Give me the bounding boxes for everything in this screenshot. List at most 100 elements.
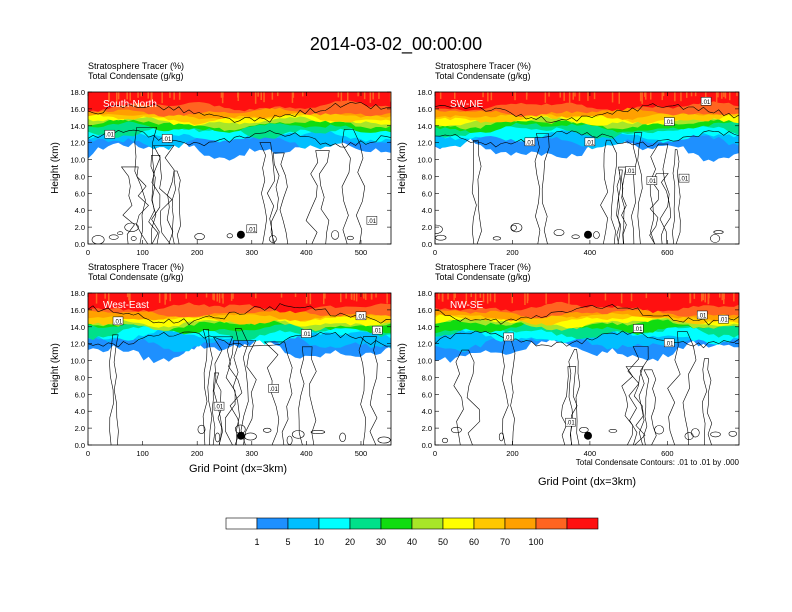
tracer-streak bbox=[511, 293, 513, 304]
tracer-streak bbox=[568, 293, 570, 304]
colorbar-swatch bbox=[535, 517, 568, 530]
tracer-streak bbox=[447, 293, 449, 300]
tracer-streak bbox=[715, 92, 718, 103]
tracer-streak bbox=[680, 92, 682, 102]
tracer-streak bbox=[661, 92, 663, 101]
contour-label: .01 bbox=[625, 166, 636, 175]
tracer-streak bbox=[686, 92, 688, 98]
svg-text:.01: .01 bbox=[702, 100, 711, 106]
y-tick-label: 10.0 bbox=[70, 357, 85, 366]
panel-sw-ne: Stratosphere Tracer (%)Total Condensate … bbox=[397, 61, 740, 257]
tracer-streak bbox=[165, 293, 167, 300]
contour-label: .01 bbox=[664, 117, 675, 126]
panel-frame bbox=[434, 292, 740, 446]
svg-text:.01: .01 bbox=[368, 219, 377, 225]
y-tick-label: 6.0 bbox=[75, 189, 85, 198]
tracer-streak bbox=[482, 293, 485, 303]
tracer-streak bbox=[277, 92, 279, 97]
tracer-streak bbox=[324, 293, 326, 299]
tracer-streak bbox=[442, 293, 444, 302]
contour-label: .01 bbox=[372, 325, 383, 335]
tracer-streak bbox=[479, 293, 482, 298]
panel-subtitle-condensate: Total Condensate (g/kg) bbox=[88, 272, 184, 282]
y-tick-label: 16.0 bbox=[70, 306, 85, 315]
tracer-streak bbox=[169, 92, 171, 98]
tracer-streak bbox=[232, 293, 234, 299]
svg-text:.01: .01 bbox=[526, 140, 535, 146]
tracer-streak bbox=[185, 293, 187, 299]
y-tick-label: 2.0 bbox=[75, 424, 85, 433]
y-tick-label: 0.0 bbox=[75, 441, 85, 450]
condensate-contours bbox=[435, 103, 739, 244]
contour-label: .01 bbox=[646, 176, 658, 185]
tracer-streak bbox=[345, 293, 347, 299]
tracer-streak bbox=[363, 293, 365, 299]
svg-text:.01: .01 bbox=[302, 332, 311, 338]
tracer-field bbox=[435, 293, 739, 445]
colorbar-swatch bbox=[287, 517, 320, 530]
y-tick-label: 12.0 bbox=[417, 139, 432, 148]
tracer-streak bbox=[563, 92, 565, 101]
tracer-streak bbox=[255, 293, 257, 299]
tracer-streak bbox=[611, 92, 614, 103]
location-marker bbox=[584, 230, 592, 239]
y-axis-label: Height (km) bbox=[50, 343, 61, 395]
y-tick-label: 18.0 bbox=[70, 88, 85, 97]
tracer-streak bbox=[439, 92, 442, 99]
location-marker bbox=[236, 230, 245, 239]
colorbar-label: 40 bbox=[407, 537, 417, 547]
colorbar-label: 5 bbox=[285, 537, 290, 547]
y-tick-label: 16.0 bbox=[70, 105, 85, 114]
tracer-streak bbox=[704, 293, 706, 303]
tracer-streak bbox=[372, 92, 374, 100]
y-tick-label: 4.0 bbox=[422, 206, 432, 215]
y-tick-label: 10.0 bbox=[417, 156, 432, 165]
tracer-streak bbox=[216, 293, 218, 302]
panel-south-north: Stratosphere Tracer (%)Total Condensate … bbox=[50, 61, 392, 257]
svg-text:.01: .01 bbox=[357, 314, 366, 320]
tracer-band bbox=[88, 293, 391, 314]
tracer-streak bbox=[524, 293, 526, 305]
svg-text:.01: .01 bbox=[648, 179, 657, 185]
tracer-streak bbox=[465, 293, 468, 305]
colorbar-label: 1 bbox=[254, 537, 259, 547]
panel-subtitle-condensate: Total Condensate (g/kg) bbox=[435, 71, 531, 81]
tracer-streak bbox=[212, 293, 214, 300]
tracer-streak bbox=[260, 92, 262, 100]
contour-label: .01 bbox=[355, 311, 367, 320]
svg-text:.01: .01 bbox=[163, 137, 172, 143]
x-tick-label: 200 bbox=[506, 449, 519, 458]
tracer-streak bbox=[128, 293, 130, 301]
tracer-streak bbox=[693, 293, 696, 299]
tracer-streak bbox=[371, 293, 373, 300]
colorbar-label: 70 bbox=[500, 537, 510, 547]
tracer-streak bbox=[179, 92, 181, 98]
tracer-streak bbox=[169, 293, 171, 302]
colorbar-swatch bbox=[256, 517, 289, 530]
tracer-streak bbox=[705, 92, 707, 99]
x-tick-label: 500 bbox=[355, 449, 368, 458]
y-tick-label: 12.0 bbox=[417, 340, 432, 349]
tracer-streak bbox=[689, 293, 692, 303]
y-tick-label: 18.0 bbox=[70, 289, 85, 298]
y-axis-label: Height (km) bbox=[50, 142, 61, 194]
x-tick-label: 400 bbox=[584, 449, 597, 458]
svg-text:.01: .01 bbox=[698, 313, 707, 319]
svg-text:.01: .01 bbox=[634, 327, 643, 333]
tracer-streak bbox=[378, 92, 380, 99]
svg-text:.01: .01 bbox=[114, 319, 123, 325]
tracer-streak bbox=[721, 92, 723, 99]
tracer-streak bbox=[222, 293, 224, 304]
tracer-streak bbox=[302, 92, 304, 97]
contour-label: .01 bbox=[301, 329, 312, 338]
x-tick-label: 0 bbox=[433, 449, 437, 458]
tracer-streak bbox=[337, 92, 340, 98]
x-tick-label: 100 bbox=[136, 449, 149, 458]
tracer-streak bbox=[230, 293, 233, 301]
y-tick-label: 4.0 bbox=[75, 407, 85, 416]
tracer-streak bbox=[674, 92, 676, 102]
tracer-streak bbox=[340, 293, 342, 303]
contour-label: .01 bbox=[700, 97, 712, 106]
tracer-streak bbox=[489, 293, 492, 302]
panel-subtitle-tracer: Stratosphere Tracer (%) bbox=[435, 262, 531, 272]
